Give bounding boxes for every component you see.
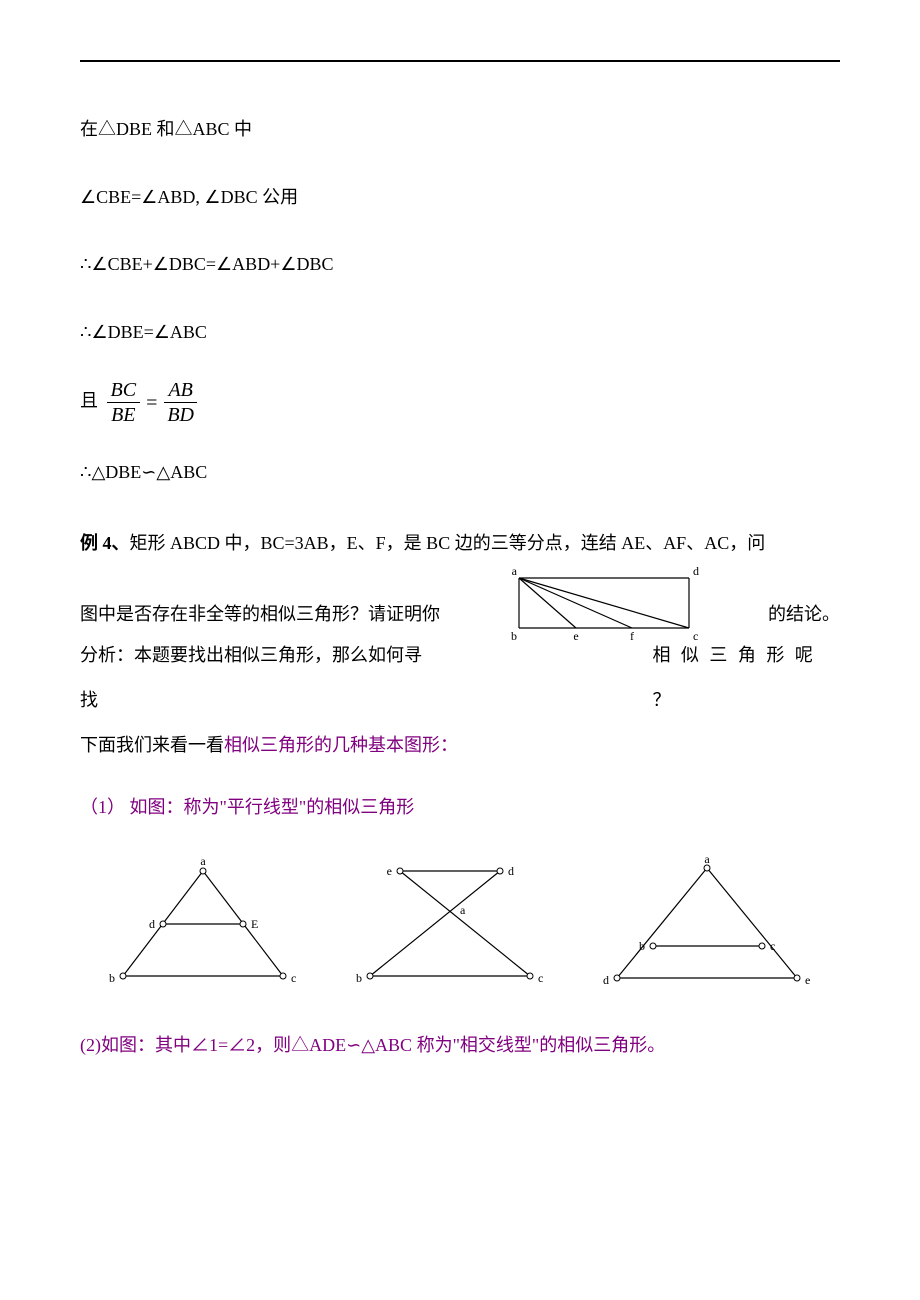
ex4-line-1: 例 4、矩形 ABCD 中，BC=3AB，E、F，是 BC 边的三等分点，连结 … <box>80 521 840 566</box>
frac1-numerator: BC <box>107 380 141 403</box>
fraction-2: AB BD <box>163 380 198 425</box>
item-2: (2)如图：其中∠1=∠2，则△ADE∽△ABC 称为"相交线型"的相似三角形。 <box>80 1026 840 1066</box>
frac2-denominator: BD <box>163 403 198 425</box>
triangle-diagrams-row: a b c d E e d b c a a d e b c <box>80 856 840 996</box>
svg-text:b: b <box>356 971 362 985</box>
ex4-text4: 下面我们来看一看 <box>80 735 224 755</box>
svg-text:a: a <box>201 856 207 868</box>
page-top-rule <box>80 60 840 62</box>
proof-line-5: 且 BC BE = AB BD <box>80 380 840 425</box>
proof-line-2: ∠CBE=∠ABD, ∠DBC 公用 <box>80 178 840 218</box>
svg-text:d: d <box>508 864 514 878</box>
ex4-line-4: 下面我们来看一看相似三角形的几种基本图形： <box>80 723 840 768</box>
triangle-1-svg: a b c d E <box>103 856 303 996</box>
svg-text:e: e <box>387 864 392 878</box>
ex4-text4-purple: 相似三角形的几种基本图形： <box>224 735 458 755</box>
svg-text:c: c <box>291 971 296 985</box>
proof-line-1: 在△DBE 和△ABC 中 <box>80 110 840 150</box>
frac2-numerator: AB <box>164 380 196 403</box>
rectangle-diagram: a d b c e f <box>499 566 709 663</box>
svg-text:f: f <box>630 629 634 643</box>
ex4-text1: 矩形 ABCD 中，BC=3AB，E、F，是 BC 边的三等分点，连结 AE、A… <box>130 533 766 553</box>
ex4-label: 例 4、 <box>80 533 130 553</box>
svg-text:a: a <box>704 856 710 866</box>
ex4-line-3: 分析：本题要找出相似三角形，那么如何寻找 相 似 三 角 形 呢 ？ <box>80 633 840 723</box>
svg-text:a: a <box>512 566 518 578</box>
svg-text:b: b <box>109 971 115 985</box>
ex4-text2a: 图中是否存在非全等的相似三角形？请证明你 <box>80 592 440 637</box>
triangle-2-svg: e d b c a <box>350 856 550 996</box>
fraction-expression: BC BE = AB BD <box>103 380 203 425</box>
ex4-text2b: 的结论。 <box>768 592 840 637</box>
proof-line-6: ∴△DBE∽△ABC <box>80 453 840 493</box>
svg-text:d: d <box>603 973 609 987</box>
fraction-1: BC BE <box>107 380 141 425</box>
svg-text:d: d <box>149 917 155 931</box>
example-4: 例 4、矩形 ABCD 中，BC=3AB，E、F，是 BC 边的三等分点，连结 … <box>80 521 840 768</box>
svg-text:d: d <box>693 566 699 578</box>
svg-text:c: c <box>538 971 543 985</box>
svg-text:c: c <box>770 939 775 953</box>
document-body: 在△DBE 和△ABC 中 ∠CBE=∠ABD, ∠DBC 公用 ∴∠CBE+∠… <box>80 110 840 1065</box>
ex4-text3a: 分析：本题要找出相似三角形，那么如何寻找 <box>80 633 432 723</box>
proof-line-3: ∴∠CBE+∠DBC=∠ABD+∠DBC <box>80 245 840 285</box>
rect-svg: a d b c e f <box>499 566 709 646</box>
equals-sign: = <box>146 381 157 425</box>
item-1: （1） 如图：称为"平行线型"的相似三角形 <box>80 788 840 828</box>
svg-text:e: e <box>573 629 578 643</box>
proof-line-4: ∴∠DBE=∠ABC <box>80 313 840 353</box>
frac1-denominator: BE <box>107 403 139 425</box>
svg-text:a: a <box>460 903 466 917</box>
svg-text:e: e <box>805 973 810 987</box>
svg-text:E: E <box>251 917 258 931</box>
svg-text:b: b <box>639 939 645 953</box>
svg-text:b: b <box>511 629 517 643</box>
line5-prefix: 且 <box>80 391 98 411</box>
svg-text:c: c <box>693 629 698 643</box>
triangle-3-svg: a d e b c <box>597 856 817 996</box>
